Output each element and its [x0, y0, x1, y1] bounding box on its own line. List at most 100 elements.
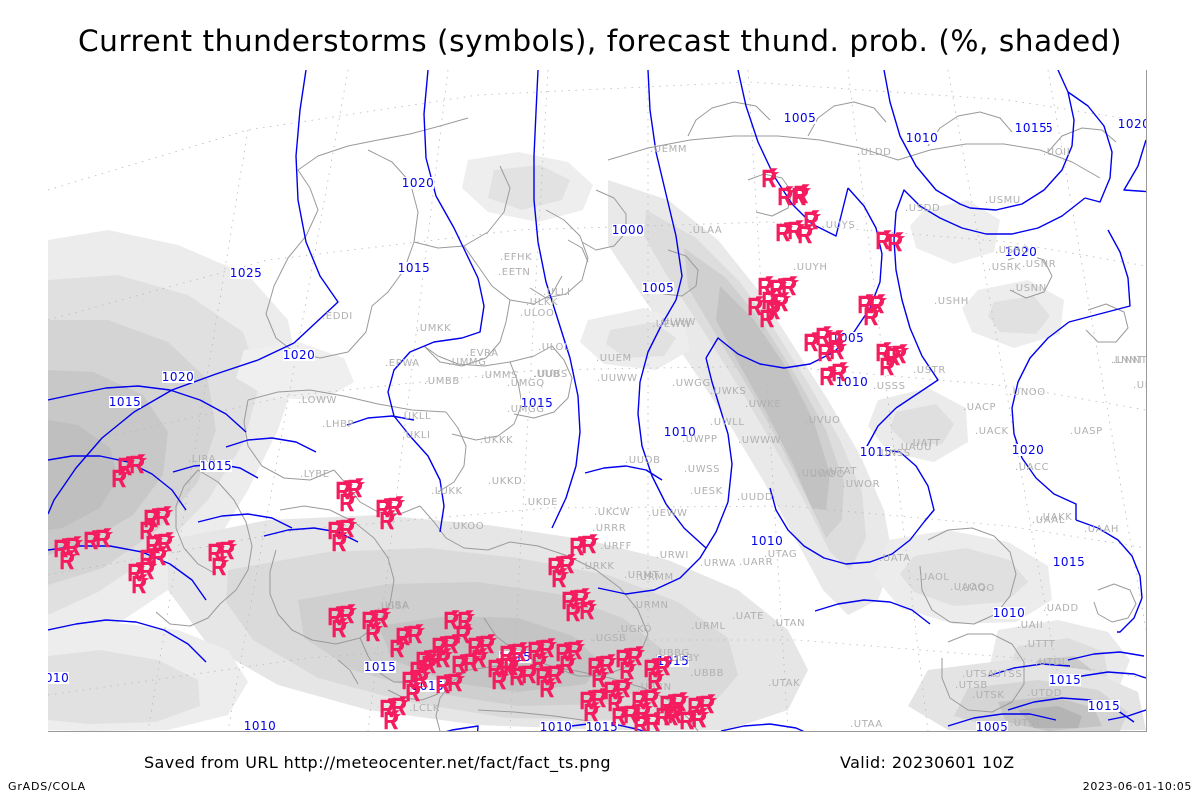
- station-label: .UUYH: [793, 262, 827, 273]
- station-label: .UMMG: [448, 357, 487, 368]
- isobar-label: 1015: [109, 395, 142, 409]
- isobar-label-bg: [244, 720, 276, 731]
- isobar-label: 1015: [586, 720, 619, 731]
- station-label: .UMGG: [507, 404, 545, 415]
- isobar-label-bg: [200, 460, 232, 472]
- thunderstorm-symbol[interactable]: [762, 168, 780, 188]
- station-label: .UWKS: [710, 386, 746, 397]
- isobar-label-bg: [860, 446, 892, 458]
- isobar-label: 1005: [976, 720, 1009, 731]
- station-label: .UUOB: [625, 455, 661, 466]
- station-label: .UTDD: [1027, 688, 1062, 699]
- station-label: .UGSB: [592, 633, 626, 644]
- isobar-label-bg: [612, 224, 644, 236]
- station-label: .USRO: [995, 245, 1030, 256]
- station-label: .URFF: [600, 541, 632, 552]
- isobar-label-bg: [976, 721, 1008, 731]
- producer-label: GrADS/COLA: [8, 780, 86, 793]
- station-label: .UKKD: [488, 476, 522, 487]
- thunderstorm-symbol[interactable]: [888, 232, 906, 252]
- station-label: .UAOL: [916, 572, 950, 583]
- generation-timestamp: 2023-06-01-10:05: [1082, 780, 1192, 793]
- station-label: .EFHK: [500, 252, 532, 263]
- weather-map-canvas[interactable]: 1005 1005 1000 1005 1010 1010 1010 1010 1010 1010…: [48, 70, 1147, 732]
- station-label: .UMKK: [416, 323, 451, 334]
- station-label: .UATE: [732, 611, 764, 622]
- isobar-label-bg: [993, 607, 1025, 619]
- station-label: .LIRA: [188, 454, 216, 465]
- isobar-label: 1020: [162, 370, 195, 384]
- station-label: .UUBS: [534, 369, 568, 380]
- thunderstorm-symbol[interactable]: [798, 224, 816, 244]
- coastlines-and-borders: [155, 101, 1137, 731]
- page-title: Current thunderstorms (symbols), forecas…: [77, 24, 1123, 58]
- station-label: .UKCW: [594, 507, 630, 518]
- isobar-label: 1015: [860, 445, 893, 459]
- station-label: .URRR: [592, 523, 626, 534]
- isobar-label: 1020: [283, 348, 316, 362]
- station-label: .LGSA: [377, 601, 410, 612]
- station-label: .UBBB: [690, 668, 724, 679]
- station-label: .UEWW: [652, 319, 692, 330]
- station-label: .USMU: [985, 195, 1021, 206]
- isobar-label: 1020: [1005, 245, 1038, 259]
- isobar-label-bg: [162, 371, 194, 383]
- station-label: .UBBN: [637, 682, 672, 693]
- station-label: .UAKK: [1039, 512, 1072, 523]
- station-label: .USHH: [934, 296, 969, 307]
- isobar-label-bg: [1053, 556, 1085, 568]
- station-label: .UWSS: [684, 464, 720, 475]
- station-label: .UMMS: [481, 370, 518, 381]
- station-label: .UGKO: [617, 624, 652, 635]
- station-label: .UASP: [1070, 426, 1103, 437]
- station-label: .UBBG: [655, 648, 690, 659]
- station-label: .LNNT: [1111, 355, 1144, 366]
- thunderstorm-symbol[interactable]: [794, 184, 812, 204]
- isobar-label: 1010: [48, 671, 69, 685]
- isobar-label-bg: [751, 535, 783, 547]
- station-label: .URMT: [624, 570, 659, 581]
- isobar-label: 1010: [993, 606, 1026, 620]
- isobar-label-bg: [402, 177, 434, 189]
- isobar-label: 1015: [1049, 673, 1082, 687]
- isobar-label: 1005: [642, 281, 675, 295]
- station-label: .ULOL: [538, 342, 570, 353]
- isobar-label-bg: [48, 672, 69, 684]
- station-label: .UACK: [975, 426, 1009, 437]
- station-label: .ULKK: [526, 297, 558, 308]
- isobar-label: 1015: [1088, 699, 1121, 713]
- station-label: .ULLI: [543, 287, 571, 298]
- station-label: .UUWW: [597, 373, 638, 384]
- station-label: .LHBP: [322, 419, 354, 430]
- station-label: .UWGG: [672, 378, 711, 389]
- station-label: .UKDE: [524, 497, 558, 508]
- station-label: .UTSA: [962, 669, 995, 680]
- isobar-label-bg: [1015, 122, 1047, 134]
- station-label: .LIBA: [381, 600, 409, 611]
- station-label: .UADD: [1043, 603, 1079, 614]
- isobar-label: 1015: [521, 396, 554, 410]
- station-label: .UTST: [1010, 718, 1042, 729]
- station-label: .UKOO: [449, 521, 484, 532]
- isobar-label-bg: [1118, 118, 1146, 130]
- station-label: .UEWW: [648, 508, 688, 519]
- station-labels: .EDDI .EPWA .UMKK .EVRA .EFHK .EETN .ULLI .ULOO…: [188, 144, 1146, 730]
- isobar-label: 1020: [402, 176, 435, 190]
- station-label: .UUB: [533, 369, 560, 380]
- station-label: .UAII: [1017, 620, 1043, 631]
- station-label: .UTSK: [972, 690, 1005, 701]
- isobar-label-bg: [1088, 700, 1120, 712]
- station-label: .UTTT: [1024, 639, 1056, 650]
- isobar-label-bg: [642, 282, 674, 294]
- isobar-label: 1015: [364, 660, 397, 674]
- station-label: .LYBE: [300, 469, 330, 480]
- isobar-label: 1010: [244, 719, 277, 731]
- station-label: .URMM: [636, 572, 674, 583]
- isobar-label-bg: [283, 349, 315, 361]
- station-label: .UNBB: [1133, 380, 1146, 391]
- isobar-label: 1010: [664, 425, 697, 439]
- station-label: .UWWW: [738, 435, 781, 446]
- isobar-label-bg: [586, 721, 618, 731]
- station-label: .URKK: [581, 561, 615, 572]
- isobar-label-bg: [1049, 674, 1081, 686]
